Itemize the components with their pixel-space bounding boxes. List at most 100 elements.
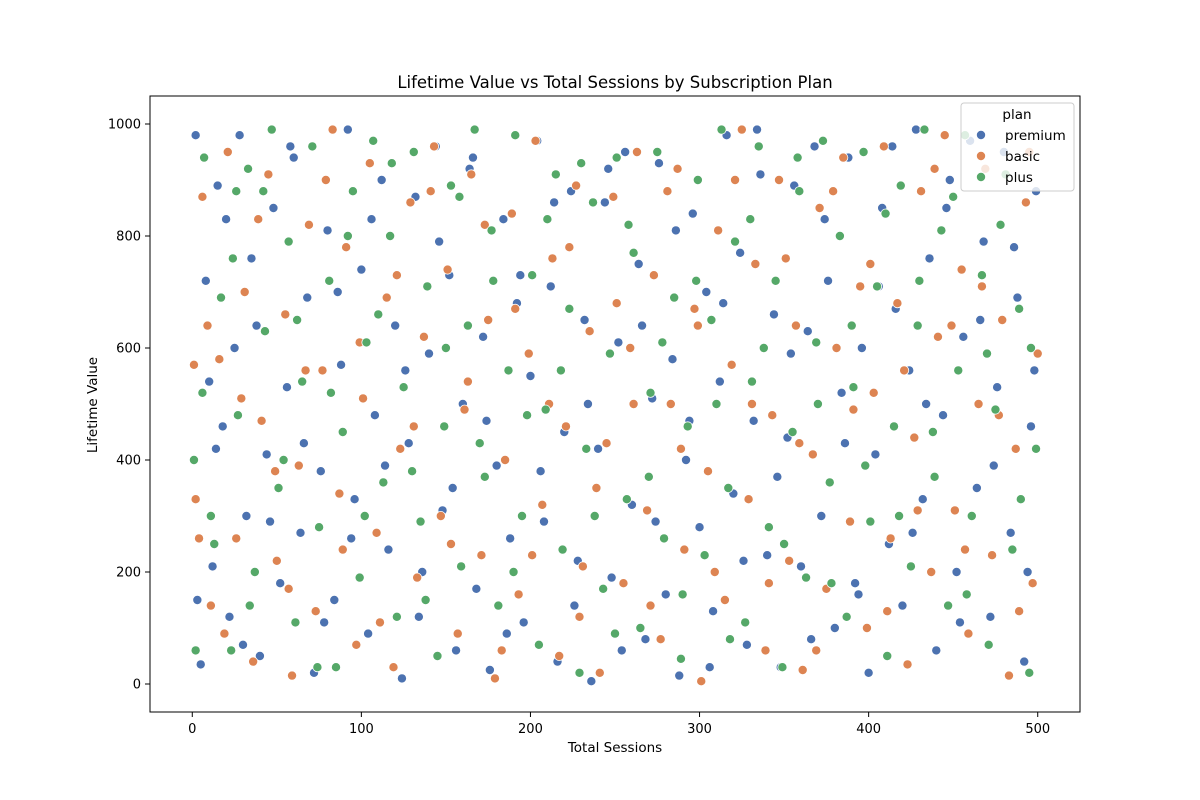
point-plus-120	[407, 466, 418, 477]
point-premium-158	[718, 298, 729, 309]
point-plus-108	[197, 387, 208, 398]
point-basic-138	[692, 320, 703, 331]
y-tick-label-600: 600	[116, 342, 141, 357]
point-plus-53	[611, 152, 622, 163]
point-plus-114	[312, 662, 323, 673]
point-premium-13	[275, 578, 286, 589]
point-basic-12	[287, 670, 298, 681]
point-plus-156	[1015, 494, 1026, 505]
point-basic-2	[205, 600, 216, 611]
point-plus-78	[811, 337, 822, 348]
point-plus-58	[652, 146, 663, 157]
point-premium-71	[667, 354, 678, 365]
x-tick-label-300: 300	[687, 722, 712, 737]
point-plus-25	[391, 611, 402, 622]
point-plus-115	[325, 387, 336, 398]
point-plus-100	[983, 639, 994, 650]
point-plus-133	[623, 219, 634, 230]
point-premium-58	[579, 314, 590, 325]
point-basic-154	[960, 544, 971, 555]
point-plus-110	[244, 600, 255, 611]
point-plus-38	[493, 600, 504, 611]
y-axis-label: Lifetime Value	[85, 357, 101, 453]
point-premium-105	[897, 600, 908, 611]
point-plus-61	[675, 653, 686, 664]
legend-marker-basic	[976, 150, 987, 161]
point-basic-95	[939, 130, 950, 141]
point-premium-171	[941, 202, 952, 213]
point-premium-111	[938, 410, 949, 421]
point-premium-75	[694, 522, 705, 533]
point-basic-88	[885, 533, 896, 544]
point-basic-104	[1010, 443, 1021, 454]
point-premium-47	[505, 533, 516, 544]
point-premium-2	[207, 561, 218, 572]
point-basic-72	[760, 645, 771, 656]
point-plus-153	[961, 589, 972, 600]
point-premium-100	[863, 667, 874, 678]
y-axis-ticks: 0 200 400 600 800 1000	[108, 118, 150, 693]
point-plus-106	[1031, 443, 1042, 454]
point-basic-131	[574, 611, 585, 622]
point-plus-5	[232, 410, 243, 421]
point-basic-27	[405, 197, 416, 208]
legend-title: plan	[1002, 107, 1031, 123]
point-basic-55	[625, 342, 636, 353]
point-basic-37	[483, 314, 494, 325]
point-premium-116	[971, 482, 982, 493]
point-basic-155	[976, 281, 987, 292]
point-basic-101	[987, 550, 998, 561]
point-basic-103	[1003, 670, 1014, 681]
point-basic-69	[736, 124, 747, 135]
point-plus-112	[278, 454, 289, 465]
point-basic-30	[429, 141, 440, 152]
legend-marker-premium	[976, 129, 987, 140]
point-plus-60	[669, 292, 680, 303]
point-basic-7	[248, 656, 259, 667]
point-plus-43	[533, 639, 544, 650]
point-plus-158	[205, 510, 216, 521]
point-premium-21	[329, 595, 340, 606]
point-plus-27	[408, 146, 419, 157]
point-basic-139	[709, 567, 720, 578]
point-plus-71	[753, 141, 764, 152]
point-premium-74	[687, 208, 698, 219]
point-plus-29	[422, 281, 433, 292]
point-premium-39	[451, 645, 462, 656]
point-basic-76	[790, 320, 801, 331]
point-plus-67	[723, 482, 734, 493]
point-basic-47	[560, 421, 571, 432]
point-basic-157	[1014, 606, 1025, 617]
point-basic-119	[374, 617, 385, 628]
point-plus-51	[598, 583, 609, 594]
point-premium-77	[708, 606, 719, 617]
y-tick-label-800: 800	[116, 230, 141, 245]
point-plus-40	[510, 130, 521, 141]
point-plus-69	[740, 617, 751, 628]
point-basic-145	[811, 645, 822, 656]
point-plus-119	[386, 158, 397, 169]
point-premium-166	[853, 589, 864, 600]
point-basic-23	[371, 527, 382, 538]
point-premium-101	[870, 449, 881, 460]
point-plus-85	[865, 516, 876, 527]
point-plus-13	[297, 376, 308, 387]
point-premium-109	[924, 253, 935, 264]
point-plus-138	[711, 398, 722, 409]
point-basic-10	[271, 555, 282, 566]
point-plus-20	[354, 572, 365, 583]
point-basic-97	[956, 264, 967, 275]
point-premium-107	[910, 124, 921, 135]
point-basic-114	[283, 583, 294, 594]
point-basic-18	[334, 488, 345, 499]
point-basic-5	[231, 533, 242, 544]
point-premium-165	[839, 438, 850, 449]
point-plus-113	[292, 314, 303, 325]
point-premium-60	[593, 443, 604, 454]
point-basic-149	[882, 606, 893, 617]
point-plus-23	[378, 477, 389, 488]
point-premium-152	[616, 645, 627, 656]
point-premium-84	[755, 169, 766, 180]
point-plus-121	[420, 595, 431, 606]
point-premium-163	[806, 634, 817, 645]
